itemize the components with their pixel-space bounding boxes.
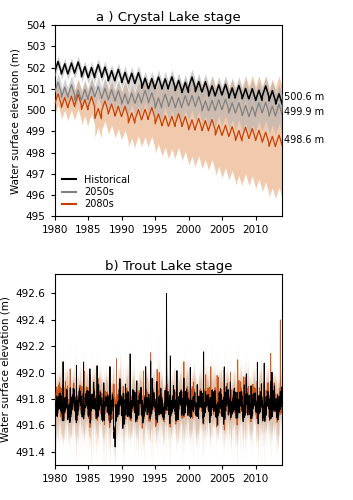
Legend: Historical, 2050s, 2080s: Historical, 2050s, 2080s [60, 172, 132, 212]
Y-axis label: Water surface elevation (m): Water surface elevation (m) [0, 296, 10, 442]
Title: a ) Crystal Lake stage: a ) Crystal Lake stage [96, 11, 241, 24]
Title: b) Trout Lake stage: b) Trout Lake stage [105, 260, 232, 272]
Y-axis label: Water surface elevation (m): Water surface elevation (m) [10, 48, 20, 194]
Text: 500.6 m: 500.6 m [284, 92, 324, 102]
Text: 498.6 m: 498.6 m [284, 135, 324, 145]
Text: 499.9 m: 499.9 m [284, 107, 324, 117]
